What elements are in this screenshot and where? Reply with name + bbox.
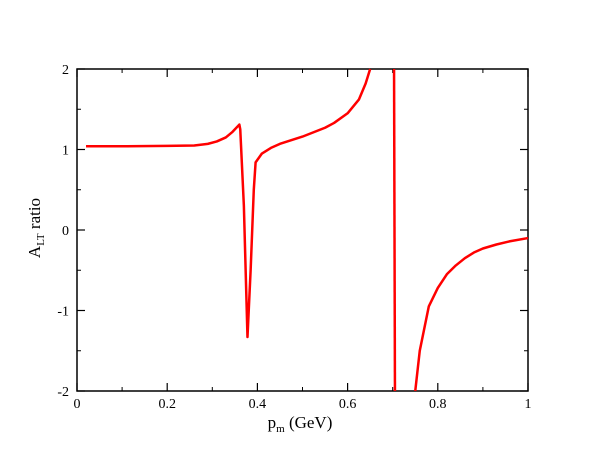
plot-frame	[76, 68, 529, 392]
x-axis-label: pm (GeV)	[268, 413, 333, 435]
series-line-segment	[392, 68, 397, 392]
ticks	[76, 68, 529, 392]
tick-labels: 0 0.2 0.4 0.6 0.8 1 -2 -1 0 1 2	[57, 63, 531, 412]
y-tick-label: 0	[62, 224, 69, 239]
x-tick-label: 0.6	[339, 397, 357, 412]
y-tick-label: 2	[62, 63, 69, 78]
series-layer	[86, 68, 529, 392]
y-tick-label: 1	[62, 144, 69, 159]
y-tick-label: -1	[57, 305, 69, 320]
x-tick-label: 0.2	[158, 397, 176, 412]
y-axis-label: ALT ratio	[25, 198, 47, 258]
series-line-segment	[86, 68, 372, 339]
y-tick-label: -2	[57, 385, 69, 400]
x-tick-label: 0.4	[249, 397, 267, 412]
series-line-segment	[414, 236, 529, 392]
x-tick-label: 0.8	[429, 397, 447, 412]
x-tick-label: 0	[74, 397, 81, 412]
x-tick-label: 1	[525, 397, 532, 412]
